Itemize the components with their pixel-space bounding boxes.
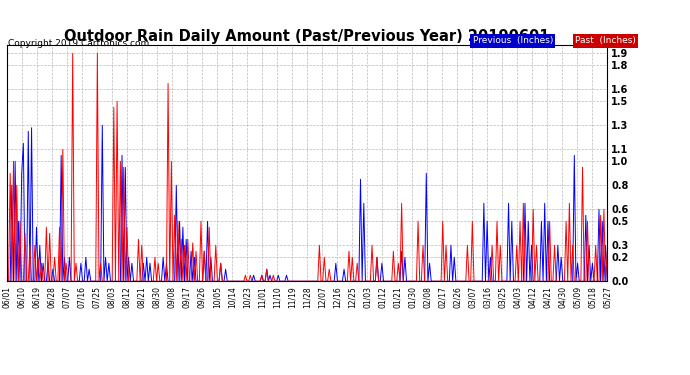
- Text: Previous  (Inches): Previous (Inches): [473, 36, 553, 45]
- Text: Past  (Inches): Past (Inches): [575, 36, 635, 45]
- Title: Outdoor Rain Daily Amount (Past/Previous Year) 20190601: Outdoor Rain Daily Amount (Past/Previous…: [64, 29, 550, 44]
- Text: Copyright 2019 Cartronics.com: Copyright 2019 Cartronics.com: [8, 39, 150, 48]
